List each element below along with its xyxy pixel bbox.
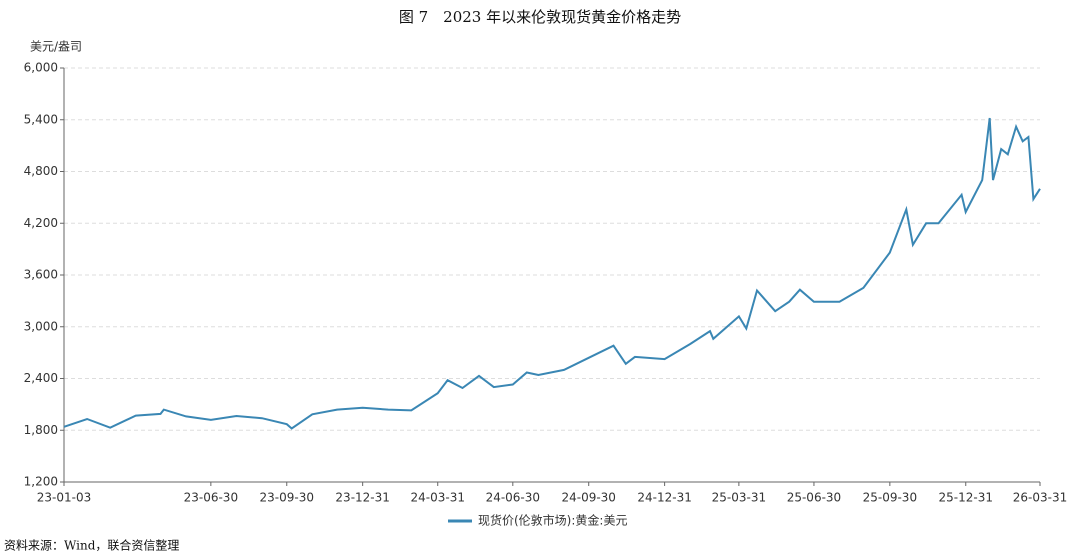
y-tick-label: 1,200 [24, 475, 58, 489]
y-tick-label: 1,800 [24, 423, 58, 437]
y-tick-label: 4,200 [24, 216, 58, 230]
x-tick-label: 25-12-31 [939, 491, 993, 505]
x-tick-label: 26-03-31 [1013, 491, 1067, 505]
y-axis-label: 美元/盎司 [30, 40, 82, 54]
x-tick-label: 24-09-30 [561, 491, 615, 505]
x-tick-label: 24-06-30 [486, 491, 540, 505]
x-tick-label: 24-03-31 [411, 491, 465, 505]
x-tick-label: 23-06-30 [184, 491, 238, 505]
x-tick-label: 24-12-31 [637, 491, 691, 505]
y-tick-label: 3,600 [24, 268, 58, 282]
legend-label: 现货价(伦敦市场):黄金:美元 [478, 513, 627, 528]
y-tick-label: 6,000 [24, 61, 58, 75]
y-tick-label: 2,400 [24, 371, 58, 385]
y-tick-label: 5,400 [24, 112, 58, 126]
y-tick-label: 4,800 [24, 164, 58, 178]
x-tick-label: 23-12-31 [335, 491, 389, 505]
line-series [63, 117, 1041, 430]
x-tick-label: 25-03-31 [712, 491, 766, 505]
x-tick-label: 23-01-03 [37, 491, 91, 505]
x-tick-label: 25-06-30 [787, 491, 841, 505]
source-note: 资料来源：Wind，联合资信整理 [4, 538, 179, 553]
y-tick-label: 3,000 [24, 319, 58, 333]
x-tick-label: 23-09-30 [260, 491, 314, 505]
x-tick-label: 25-09-30 [863, 491, 917, 505]
chart-title: 图 7 2023 年以来伦敦现货黄金价格走势 [399, 8, 681, 26]
